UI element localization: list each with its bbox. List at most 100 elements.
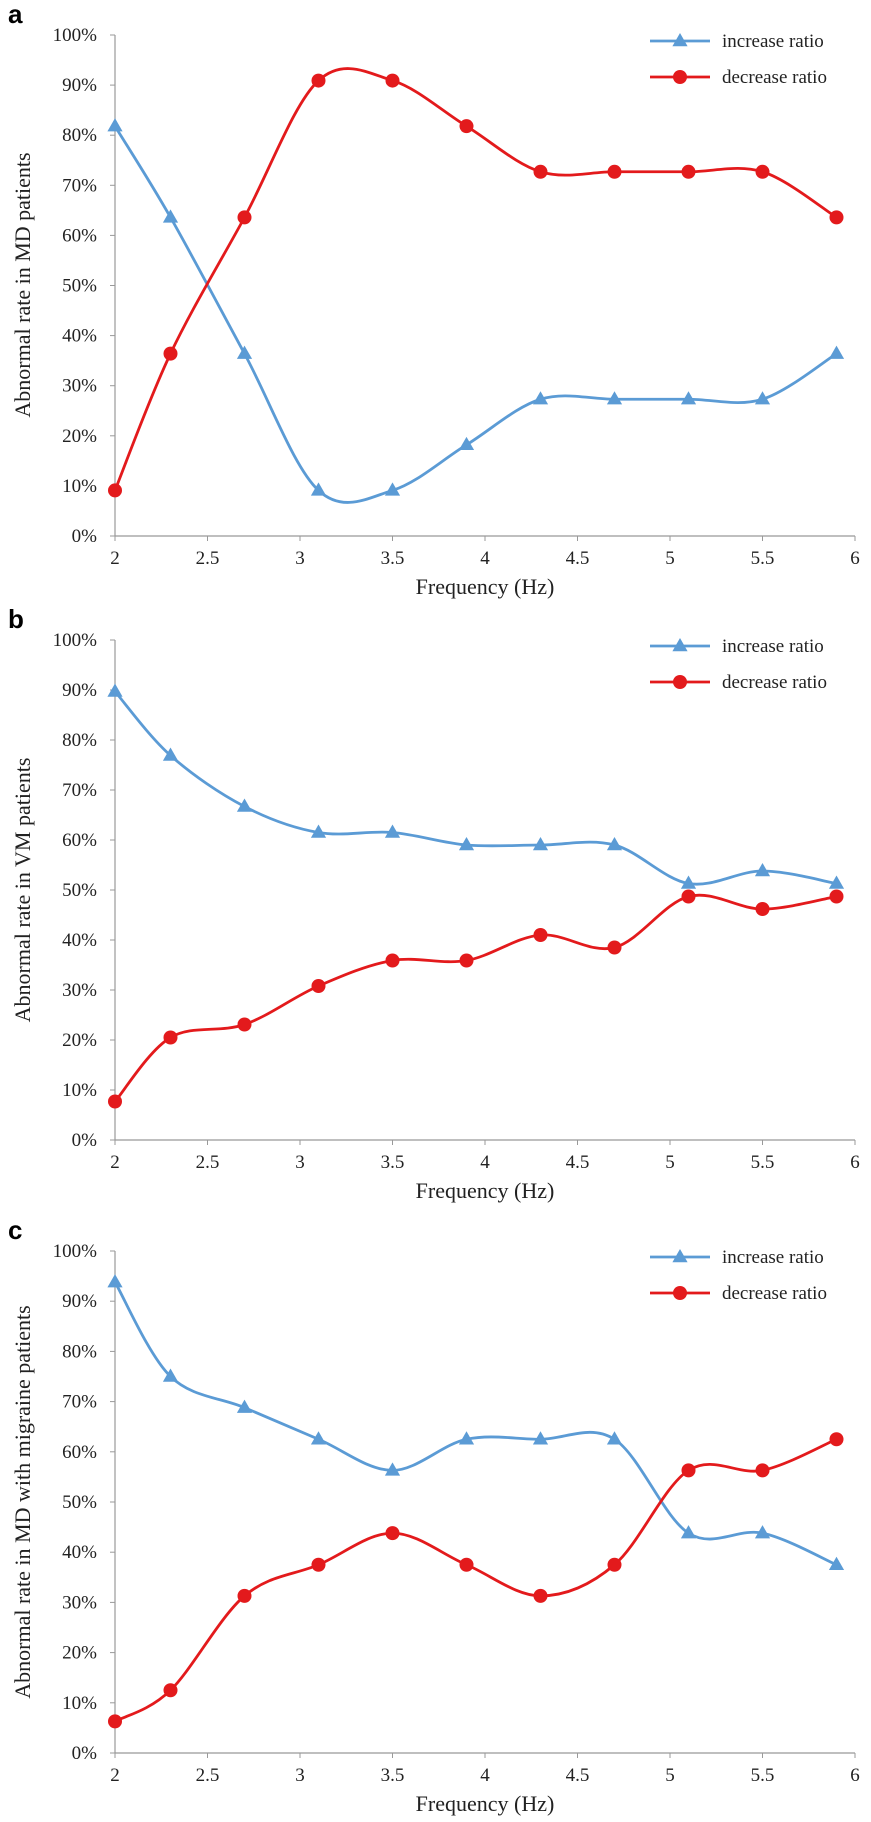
legend-label: decrease ratio [722, 67, 827, 88]
data-point-triangle [107, 118, 123, 132]
data-point-circle [108, 483, 122, 498]
data-point-circle [533, 164, 548, 179]
x-tick-label: 3 [295, 548, 305, 569]
x-tick-label: 2 [110, 1152, 120, 1173]
data-point-circle [311, 73, 326, 88]
series-line-increase [113, 125, 838, 504]
series-line-decrease [113, 893, 837, 1103]
legend-marker-circle [673, 70, 687, 84]
x-tick-label: 6 [850, 1765, 860, 1786]
data-point-triangle [606, 391, 623, 405]
data-point-circle [459, 953, 474, 968]
y-tick-label: 10% [62, 1080, 97, 1101]
data-point-circle [755, 164, 770, 179]
y-tick-label: 40% [62, 1542, 97, 1563]
data-point-triangle [680, 391, 697, 405]
panel-label: b [8, 605, 24, 634]
data-point-triangle [532, 837, 549, 851]
y-tick-label: 80% [62, 125, 97, 146]
y-tick-label: 20% [62, 1643, 97, 1664]
chart-panel-c: c 0% 10% 20% 30% 40% 50% 60% 70% 80% 90% 100% 2 2.5 3 3… [0, 1210, 871, 1822]
legend-marker-triangle [672, 33, 688, 47]
series-line-decrease [113, 67, 838, 491]
y-tick-label: 100% [53, 25, 98, 46]
x-tick-label: 5 [665, 548, 675, 569]
data-point-circle [385, 1526, 400, 1541]
chart-panel-b: b 0% 10% 20% 30% 40% 50% 60% 70% 80% 90% 100% 2 2.5 3 3… [0, 605, 871, 1210]
y-axis-title: Abnormal rate in MD with migraine patien… [10, 1305, 35, 1698]
x-tick-label: 3 [295, 1152, 305, 1173]
x-tick-label: 5 [665, 1765, 675, 1786]
y-tick-label: 40% [62, 326, 97, 347]
x-axis-title: Frequency (Hz) [416, 1178, 555, 1203]
data-point-triangle [162, 209, 179, 223]
data-point-triangle [680, 1525, 697, 1539]
y-tick-label: 100% [53, 630, 98, 651]
data-point-triangle [384, 482, 401, 496]
y-tick-label: 50% [62, 880, 97, 901]
y-tick-label: 90% [62, 1291, 97, 1312]
data-point-circle [108, 1094, 122, 1109]
y-tick-label: 60% [62, 1442, 97, 1463]
data-point-circle [385, 953, 400, 968]
chart-panel-a: a 0% 10% 20% 30% 40% 50% 60% 70% 80% 90% 100% 2 2.5 3 3… [0, 0, 871, 605]
x-tick-label: 4 [480, 548, 490, 569]
panel-label: c [8, 1215, 22, 1245]
x-tick-label: 5.5 [751, 1765, 775, 1786]
legend-label: increase ratio [722, 1247, 824, 1268]
data-point-triangle [754, 1525, 771, 1539]
x-tick-label: 4 [480, 1152, 490, 1173]
data-point-triangle [458, 837, 475, 851]
y-tick-label: 50% [62, 276, 97, 297]
panel-label: a [8, 0, 23, 29]
y-tick-label: 0% [72, 1130, 98, 1151]
data-point-circle [385, 73, 400, 88]
y-tick-label: 20% [62, 426, 97, 447]
x-tick-label: 4.5 [566, 1152, 590, 1173]
y-tick-label: 20% [62, 1030, 97, 1051]
legend-marker-circle [673, 1286, 687, 1300]
data-point-circle [459, 1557, 474, 1572]
legend-label: decrease ratio [722, 672, 827, 693]
x-tick-label: 3 [295, 1765, 305, 1786]
data-point-triangle [532, 1431, 549, 1445]
y-tick-label: 70% [62, 1392, 97, 1413]
data-point-triangle [162, 747, 179, 761]
data-point-triangle [310, 482, 327, 496]
x-tick-label: 3.5 [381, 1765, 405, 1786]
x-axis-title: Frequency (Hz) [416, 1791, 555, 1816]
data-point-circle [829, 1432, 844, 1447]
y-tick-label: 80% [62, 1341, 97, 1362]
data-point-triangle [236, 345, 253, 359]
data-point-triangle [532, 391, 549, 405]
legend-label: increase ratio [722, 31, 824, 52]
data-point-triangle [606, 837, 623, 851]
data-point-circle [681, 164, 696, 179]
legend-marker-circle [673, 675, 687, 689]
y-tick-label: 30% [62, 376, 97, 397]
data-point-circle [607, 1557, 622, 1572]
x-tick-label: 3.5 [381, 548, 405, 569]
chart-svg: c 0% 10% 20% 30% 40% 50% 60% 70% 80% 90% 100% 2 2.5 3 3… [8, 1215, 860, 1816]
x-tick-label: 6 [850, 1152, 860, 1173]
data-point-circle [829, 889, 844, 904]
data-point-triangle [236, 1399, 253, 1413]
series-line-increase [113, 1281, 838, 1567]
x-tick-label: 2 [110, 548, 120, 569]
x-tick-label: 5.5 [751, 548, 775, 569]
data-point-triangle [310, 1431, 327, 1445]
data-point-circle [755, 902, 770, 916]
data-point-triangle [458, 1431, 475, 1445]
data-point-triangle [107, 1274, 123, 1288]
data-point-circle [108, 1714, 122, 1729]
data-point-circle [237, 210, 252, 225]
data-point-circle [163, 1030, 178, 1045]
data-point-circle [163, 346, 178, 361]
y-tick-label: 90% [62, 75, 97, 96]
data-point-circle [311, 979, 326, 993]
y-tick-label: 60% [62, 225, 97, 246]
x-tick-label: 4.5 [566, 548, 590, 569]
data-point-circle [681, 1463, 696, 1478]
series-line-decrease [114, 1437, 838, 1723]
x-tick-label: 4.5 [566, 1765, 590, 1786]
